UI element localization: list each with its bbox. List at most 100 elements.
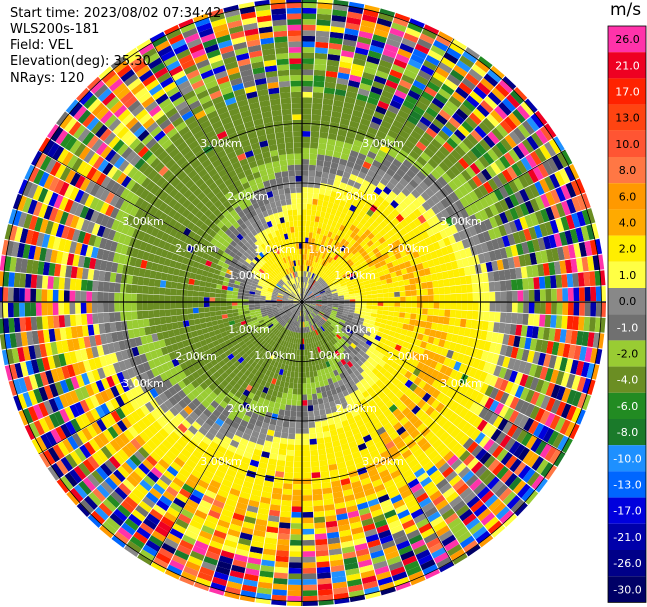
velocity-gate <box>433 308 440 316</box>
velocity-gate <box>313 289 318 294</box>
velocity-gate <box>524 98 538 113</box>
velocity-gate <box>339 280 346 285</box>
velocity-gate <box>221 314 228 319</box>
velocity-gate <box>312 103 323 110</box>
velocity-gate <box>290 523 302 529</box>
velocity-gate <box>447 269 455 279</box>
velocity-gate <box>414 256 422 265</box>
velocity-gate <box>494 214 504 227</box>
velocity-gate <box>374 240 382 248</box>
velocity-gate <box>521 138 535 154</box>
velocity-gate <box>306 283 309 289</box>
velocity-gate <box>516 105 531 120</box>
velocity-gate <box>376 168 386 178</box>
velocity-gate <box>464 193 474 205</box>
velocity-gate <box>539 144 552 160</box>
velocity-gate <box>333 280 340 286</box>
velocity-gate <box>429 76 444 88</box>
velocity-gate <box>313 404 320 411</box>
velocity-gate <box>458 82 473 95</box>
velocity-gate <box>315 421 322 428</box>
velocity-gate <box>326 295 333 298</box>
velocity-gate <box>364 229 372 237</box>
velocity-gate <box>480 100 494 114</box>
velocity-gate <box>568 344 576 359</box>
velocity-gate <box>428 302 434 309</box>
velocity-gate <box>303 276 305 283</box>
velocity-gate <box>327 138 336 146</box>
velocity-gate <box>342 226 350 234</box>
velocity-gate <box>549 219 559 234</box>
velocity-gate <box>287 438 295 445</box>
velocity-gate <box>513 127 526 142</box>
velocity-gate <box>382 252 390 260</box>
velocity-gate <box>336 286 343 291</box>
velocity-gate <box>365 291 372 295</box>
velocity-gate <box>215 306 221 312</box>
velocity-gate <box>331 311 337 315</box>
velocity-gate <box>30 302 37 317</box>
velocity-gate <box>387 221 396 230</box>
velocity-gate <box>496 237 505 249</box>
velocity-gate <box>340 282 347 287</box>
velocity-gate <box>302 153 310 160</box>
velocity-gate <box>308 164 316 171</box>
velocity-gate <box>356 189 365 198</box>
velocity-gate <box>332 260 338 267</box>
velocity-gate <box>310 303 316 306</box>
velocity-gate <box>337 293 344 297</box>
velocity-gate <box>520 157 533 171</box>
velocity-gate <box>378 12 394 22</box>
velocity-gate <box>344 96 356 105</box>
velocity-gate <box>338 278 345 283</box>
velocity-gate <box>325 269 331 275</box>
velocity-gate <box>327 54 341 62</box>
velocity-gate <box>514 205 525 218</box>
velocity-gate <box>329 31 344 39</box>
velocity-gate <box>108 302 115 313</box>
velocity-gate <box>421 221 431 231</box>
velocity-gate <box>286 444 295 451</box>
velocity-gate <box>356 41 371 51</box>
velocity-gate <box>314 176 322 183</box>
velocity-gate <box>388 266 396 274</box>
velocity-gate <box>523 302 529 314</box>
velocity-gate <box>360 166 369 175</box>
velocity-gate <box>490 109 504 124</box>
velocity-gate <box>425 227 435 237</box>
velocity-gate <box>363 318 370 324</box>
velocity-gate <box>325 309 332 313</box>
velocity-gate <box>323 229 329 237</box>
velocity-gate <box>361 273 368 279</box>
velocity-gate <box>302 187 308 193</box>
velocity-gate <box>303 295 308 300</box>
velocity-gate <box>561 315 568 329</box>
velocity-gate <box>554 171 566 187</box>
velocity-gate <box>159 302 165 310</box>
velocity-gate <box>518 360 527 374</box>
velocity-gate <box>562 343 571 358</box>
velocity-gate <box>571 196 582 212</box>
velocity-gate <box>548 138 562 155</box>
velocity-gate <box>407 272 415 279</box>
velocity-gate <box>290 534 302 541</box>
velocity-gate <box>383 268 390 275</box>
velocity-gate <box>343 240 350 248</box>
velocity-gate <box>284 381 290 388</box>
velocity-gate <box>469 202 479 214</box>
velocity-gate <box>204 312 211 318</box>
velocity-gate <box>438 256 446 265</box>
velocity-gate <box>291 399 297 406</box>
velocity-gate <box>294 366 299 373</box>
velocity-gate <box>362 264 370 270</box>
velocity-gate <box>448 341 457 351</box>
velocity-gate <box>389 163 399 173</box>
velocity-gate <box>293 478 302 485</box>
velocity-gate <box>542 236 552 250</box>
velocity-gate <box>305 289 309 295</box>
velocity-gate <box>459 249 467 259</box>
velocity-gate <box>302 52 315 59</box>
velocity-gate <box>198 291 205 297</box>
velocity-gate <box>170 281 178 289</box>
velocity-gate <box>317 443 326 450</box>
